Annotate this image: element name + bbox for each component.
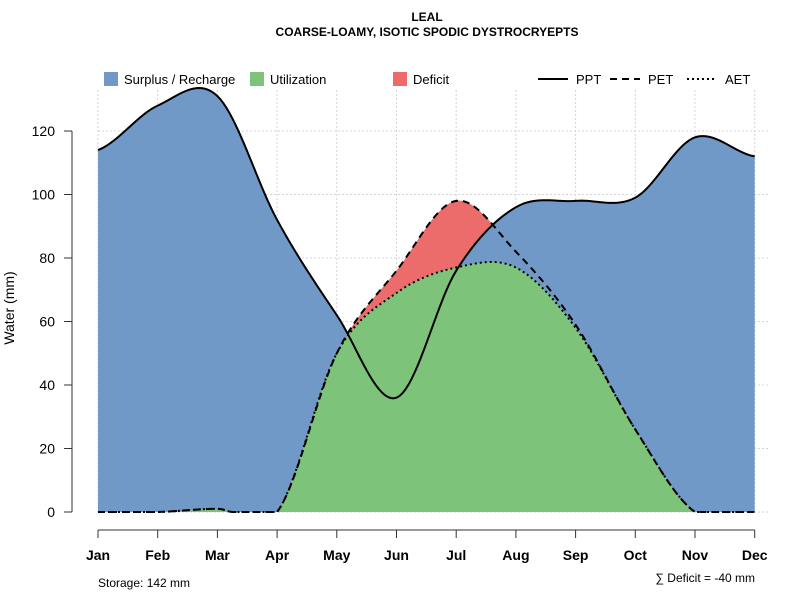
- deficit-area: [98, 200, 755, 512]
- chart-title: LEAL: [411, 10, 442, 24]
- legend-swatch-surplus-recharge: [104, 72, 118, 86]
- legend-label-aet: AET: [725, 72, 750, 87]
- deficit-label: ∑ Deficit = -40 mm: [655, 571, 755, 585]
- legend-swatch-utilization: [250, 72, 264, 86]
- y-tick-label-20: 20: [39, 441, 55, 457]
- legend: Surplus / Recharge Utilization Deficit PPT P…: [104, 72, 750, 87]
- x-tick-label-sep: Sep: [563, 547, 589, 563]
- x-tick-label-jul: Jul: [446, 547, 466, 563]
- legend-swatch-deficit: [393, 72, 407, 86]
- legend-label-utilization: Utilization: [270, 72, 326, 87]
- legend-label-ppt: PPT: [576, 72, 601, 87]
- x-tick-label-dec: Dec: [742, 547, 768, 563]
- x-tick-label-jun: Jun: [384, 547, 409, 563]
- x-tick-label-may: May: [323, 547, 350, 563]
- ppt-line: [97, 87, 755, 400]
- y-tick-label-80: 80: [39, 250, 55, 266]
- x-tick-label-jan: Jan: [86, 547, 110, 563]
- legend-label-pet: PET: [648, 72, 673, 87]
- pet-line: [98, 199, 755, 513]
- area-fills: [98, 88, 755, 512]
- x-tick-label-aug: Aug: [502, 547, 529, 563]
- y-tick-label-40: 40: [39, 377, 55, 393]
- y-tick-label-0: 0: [47, 504, 55, 520]
- y-axis-label: Water (mm): [1, 271, 17, 344]
- chart-subtitle: COARSE-LOAMY, ISOTIC SPODIC DYSTROCRYEPT…: [276, 25, 579, 39]
- x-tick-label-apr: Apr: [265, 547, 290, 563]
- y-tick-label-60: 60: [39, 314, 55, 330]
- x-tick-label-feb: Feb: [145, 547, 170, 563]
- series-lines: [97, 87, 755, 513]
- legend-label-surplus-recharge: Surplus / Recharge: [124, 72, 235, 87]
- axes: 0 20 40 60 80 100 120 Jan Feb Mar Apr May Jun Jul Aug S…: [32, 123, 768, 563]
- storage-label: Storage: 142 mm: [98, 576, 190, 590]
- x-tick-label-mar: Mar: [205, 547, 230, 563]
- legend-label-deficit: Deficit: [413, 72, 450, 87]
- y-tick-label-100: 100: [32, 187, 56, 203]
- utilization-area-below-aet: [98, 261, 755, 512]
- x-tick-label-nov: Nov: [682, 547, 709, 563]
- y-tick-label-120: 120: [32, 123, 56, 139]
- x-tick-label-oct: Oct: [624, 547, 648, 563]
